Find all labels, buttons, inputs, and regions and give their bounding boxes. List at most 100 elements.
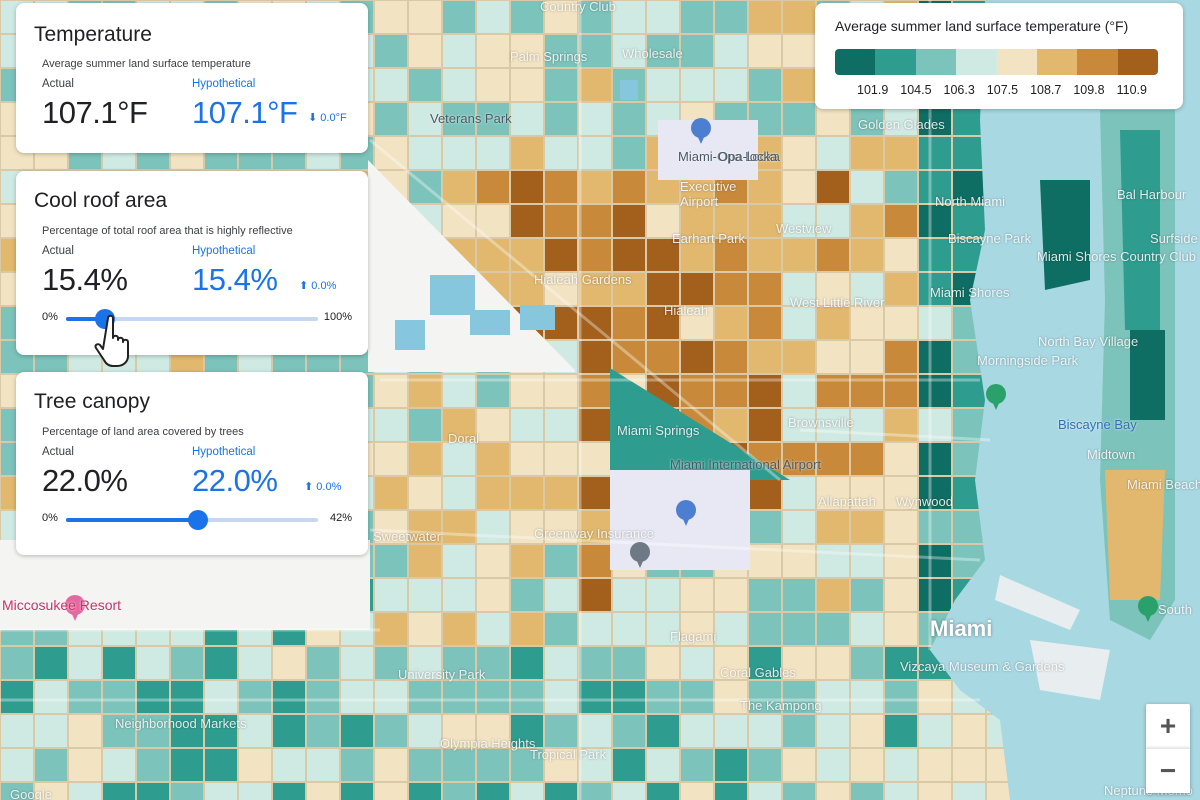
map-tract (647, 749, 679, 781)
airport-pin-icon (691, 118, 711, 138)
map-tract (715, 341, 747, 373)
temperature-delta: ⬇ 0.0°F (308, 111, 347, 124)
map-tract (851, 681, 883, 713)
map-place-label: University Park (398, 667, 486, 682)
map-tract (749, 681, 781, 713)
tree-canopy-hypothetical-label: Hypothetical (192, 446, 256, 458)
map-tract (885, 239, 917, 271)
map-tract (375, 409, 407, 441)
map-tract (749, 511, 781, 543)
map-tract (885, 137, 917, 169)
map-tract (749, 409, 781, 441)
tree-canopy-slider[interactable]: 0% 42% (42, 510, 352, 530)
map-tract (409, 35, 441, 67)
map-tract (69, 749, 101, 781)
map-tract (545, 273, 577, 305)
map-tract (409, 647, 441, 679)
map-tract (239, 647, 271, 679)
map-tract (715, 749, 747, 781)
map-place-label: Bal Harbour (1117, 187, 1187, 202)
cool-roof-delta: ⬆ 0.0% (299, 279, 336, 292)
map-tract (681, 1, 713, 33)
map-tract (681, 205, 713, 237)
map-tract (647, 307, 679, 339)
resort-pin-icon-tail (71, 612, 79, 621)
park-pin-icon (986, 384, 1006, 404)
map-tract (375, 749, 407, 781)
map-tract (545, 103, 577, 135)
map-tract (783, 681, 815, 713)
map-tract (477, 35, 509, 67)
map-tract (545, 579, 577, 611)
map-tract (443, 681, 475, 713)
map-tract (851, 375, 883, 407)
airport-pin-icon-tail (697, 135, 705, 144)
map-tract (511, 205, 543, 237)
map-tract (545, 477, 577, 509)
map-tract (511, 171, 543, 203)
cool-roof-actual-value: 15.4% (42, 262, 128, 297)
map-tract (443, 171, 475, 203)
zoom-out-button[interactable]: − (1146, 748, 1190, 793)
temperature-subtitle: Average summer land surface temperature (42, 58, 251, 70)
tree-canopy-title: Tree canopy (34, 390, 150, 413)
legend-swatch (1036, 49, 1078, 75)
map-tract (613, 341, 645, 373)
map-tract (579, 69, 611, 101)
map-tract (341, 647, 373, 679)
map-tract (341, 749, 373, 781)
map-tract (35, 647, 67, 679)
legend-swatch (915, 49, 957, 75)
map-tract (885, 715, 917, 747)
map-tract (817, 613, 849, 645)
map-tract (953, 375, 985, 407)
map-tract (307, 715, 339, 747)
map-tract (919, 239, 951, 271)
island-tract (1040, 180, 1090, 290)
tree-canopy-card: Tree canopy Percentage of land area cove… (16, 372, 368, 555)
map-tract (579, 477, 611, 509)
tree-canopy-slider-track[interactable] (66, 510, 318, 530)
map-place-label: Miami (930, 616, 993, 641)
map-place-label: Westview (776, 221, 832, 236)
map-tract (749, 205, 781, 237)
island-tract (1130, 330, 1165, 420)
legend-tick-label: 106.3 (943, 83, 975, 97)
map-tract (919, 681, 951, 713)
tree-canopy-slider-thumb[interactable] (188, 510, 209, 530)
map-tract (749, 341, 781, 373)
map-tract (477, 171, 509, 203)
temperature-actual-value: 107.1°F (42, 95, 148, 130)
cool-roof-card: Cool roof area Percentage of total roof … (16, 171, 368, 355)
map-tract (647, 69, 679, 101)
map-tract (545, 375, 577, 407)
port-island (1030, 640, 1110, 700)
map-tract (919, 341, 951, 373)
tree-canopy-actual-value: 22.0% (42, 463, 128, 498)
map-tract (409, 137, 441, 169)
map-tract (919, 375, 951, 407)
map-tract (749, 239, 781, 271)
map-tract (545, 749, 577, 781)
map-tract (613, 1, 645, 33)
map-place-label: Miccosukee Resort (2, 597, 122, 613)
lake (520, 305, 555, 330)
map-tract (307, 749, 339, 781)
map-tract (477, 137, 509, 169)
map-tract (137, 715, 169, 747)
map-tract (647, 239, 679, 271)
map-tract (919, 409, 951, 441)
map-tract (579, 239, 611, 271)
map-tract (681, 579, 713, 611)
map-tract (103, 783, 135, 800)
map-tract (681, 35, 713, 67)
zoom-in-button[interactable]: + (1146, 704, 1190, 748)
map-tract (579, 171, 611, 203)
map-tract (647, 579, 679, 611)
map-tract (885, 613, 917, 645)
map-tract (681, 69, 713, 101)
map-tract (681, 783, 713, 800)
map-place-label: Miami Shores Country Club (1037, 249, 1196, 264)
map-tract (715, 715, 747, 747)
cool-roof-slider[interactable]: 0% 100% (42, 309, 352, 329)
